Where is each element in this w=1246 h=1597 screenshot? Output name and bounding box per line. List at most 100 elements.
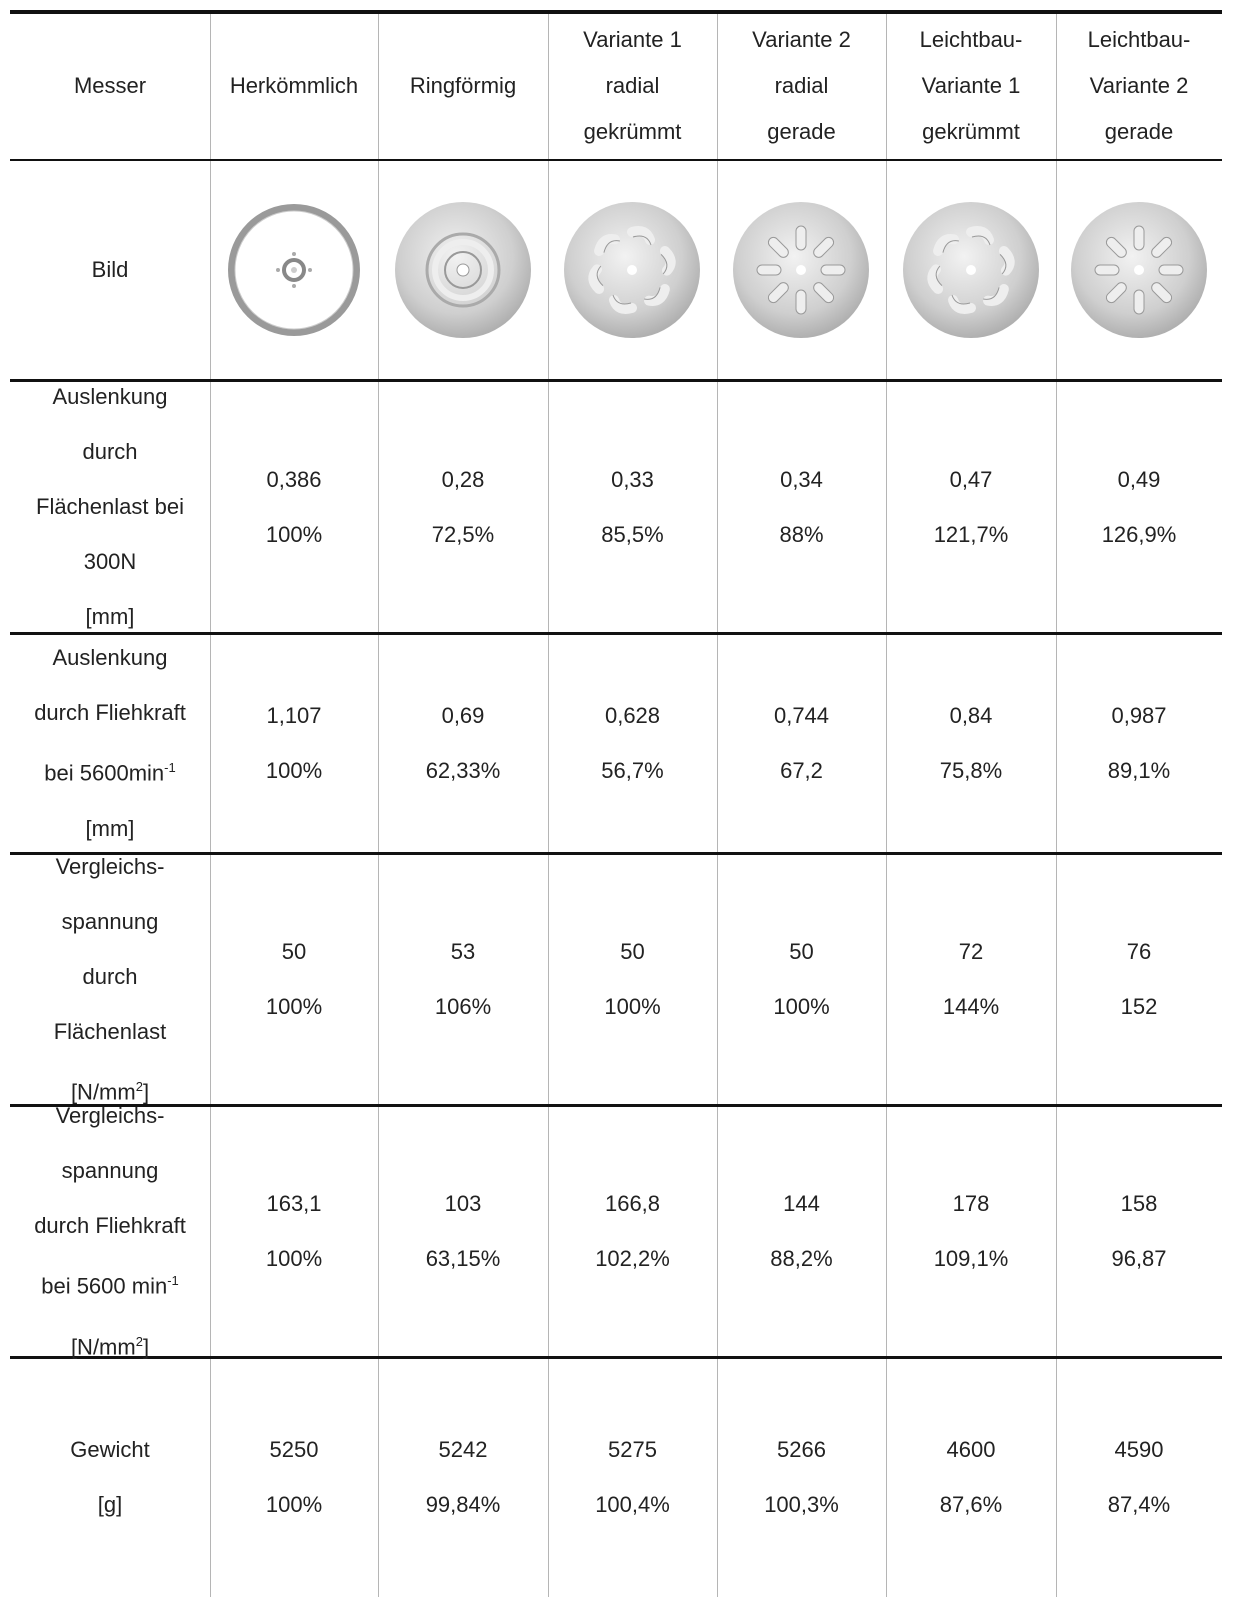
text-line: 102,2% (595, 1246, 670, 1271)
value-cell: 0,34 88% (717, 380, 886, 633)
text-part: bei 5600 min (41, 1273, 168, 1299)
value-cell: 166,8 102,2% (548, 1105, 717, 1357)
text-line: 72,5% (431, 521, 495, 547)
text-line: bei 5600min-1 (44, 740, 175, 800)
text-part: [N/mm (70, 1079, 136, 1105)
text-line: 158 (1120, 1191, 1158, 1216)
text-line: 109,1% (933, 1246, 1009, 1271)
text-line: Variante 1 (921, 73, 1021, 98)
text-line: spannung (61, 1158, 159, 1184)
text-line: Variante 1 (583, 27, 682, 52)
text-line: 178 (952, 1191, 990, 1216)
text-line: Herkömmlich (229, 73, 359, 98)
disc-image (1071, 202, 1207, 338)
text-line: 96,87 (1111, 1246, 1167, 1271)
value-cell: 50 100% (548, 853, 717, 1105)
row-divider (10, 10, 1222, 14)
text-line: 0,69 (441, 703, 485, 728)
text-line: 300N (83, 549, 137, 574)
text-line: Vergleichs- (55, 1103, 165, 1129)
text-line: 0,744 (773, 703, 830, 728)
value-cell: 0,84 75,8% (886, 633, 1056, 853)
text-line: 166,8 (604, 1191, 661, 1216)
text-line: 4600 (946, 1437, 996, 1462)
text-line: 50 (789, 939, 814, 964)
text-line: Gewicht (70, 1437, 150, 1462)
column-divider (886, 12, 887, 1597)
text-line: 67,2 (780, 758, 823, 783)
text-line: [N/mm2] (71, 1059, 149, 1119)
value-cell: 0,744 67,2 (717, 633, 886, 853)
text-line: gerade (767, 119, 836, 144)
text-line: Leichtbau- (1087, 27, 1191, 52)
value-cell: 158 96,87 (1056, 1105, 1222, 1357)
text-line: 126,9% (1101, 521, 1177, 547)
text-part: ] (142, 1079, 150, 1105)
text-line: Variante 2 (752, 27, 851, 52)
text-line: 5250 (269, 1437, 319, 1462)
value-cell: 50 100% (717, 853, 886, 1105)
text-line: 163,1 (266, 1191, 322, 1216)
text-line: 62,33% (425, 758, 501, 783)
text-line: 88% (779, 521, 824, 547)
text-line: Leichtbau- (919, 27, 1023, 52)
text-line: 72 (958, 939, 984, 964)
value-cell: 5242 99,84% (378, 1357, 548, 1597)
text-line: [mm] (85, 604, 135, 629)
text-line: spannung (61, 908, 159, 934)
column-divider (548, 12, 549, 1597)
text-line: 100% (265, 758, 323, 783)
header-cell: Ringförmig (378, 12, 548, 160)
text-line: 0,28 (441, 466, 485, 492)
value-cell: 0,47 121,7% (886, 380, 1056, 633)
text-line: 0,987 (1111, 703, 1167, 728)
row-label: Auslenkung durch Flächenlast bei 300N [mm] (10, 380, 210, 633)
column-divider (210, 12, 211, 1597)
text-line: durch (82, 439, 138, 464)
text-line: gekrümmt (922, 119, 1020, 144)
text-line: 50 (281, 939, 307, 964)
text-part: 2 (135, 1078, 143, 1094)
image-row-label: Bild (10, 160, 210, 380)
text-line: 0,47 (949, 466, 993, 492)
value-cell: 5266 100,3% (717, 1357, 886, 1597)
row-divider (10, 1356, 1222, 1359)
text-line: 88,2% (770, 1246, 833, 1271)
text-line: 87,4% (1107, 1492, 1171, 1517)
value-cell: 163,1 100% (210, 1105, 378, 1357)
value-cell: 1,107 100% (210, 633, 378, 853)
text-line: 99,84% (425, 1492, 501, 1517)
text-line: 152 (1120, 994, 1158, 1019)
disc-image (564, 202, 700, 338)
value-cell: 0,49 126,9% (1056, 380, 1222, 633)
text-line: 100% (265, 1246, 323, 1271)
column-divider (717, 12, 718, 1597)
text-line: durch Fliehkraft (34, 1213, 186, 1239)
value-cell: 0,28 72,5% (378, 380, 548, 633)
text-line: Vergleichs- (55, 853, 165, 879)
value-cell: 144 88,2% (717, 1105, 886, 1357)
text-line: 0,33 (611, 466, 654, 492)
row-label: Gewicht [g] (10, 1357, 210, 1597)
text-line: 50 (620, 939, 645, 964)
text-line: Ringförmig (409, 73, 517, 98)
value-cell: 0,987 89,1% (1056, 633, 1222, 853)
text-line: 75,8% (939, 758, 1003, 783)
text-line: gerade (1104, 119, 1174, 144)
value-cell: 4590 87,4% (1056, 1357, 1222, 1597)
value-cell: 178 109,1% (886, 1105, 1056, 1357)
text-line: 5275 (608, 1437, 657, 1462)
text-line: Auslenkung (52, 384, 168, 409)
text-line: 63,15% (425, 1246, 501, 1271)
header-cell: Leichtbau- Variante 1 gekrümmt (886, 12, 1056, 160)
text-line: 100% (773, 994, 830, 1019)
column-divider (1056, 12, 1057, 1597)
row-label: Vergleichs-spannung durch Flächenlast [N/mm… (10, 853, 210, 1105)
value-cell: 4600 87,6% (886, 1357, 1056, 1597)
text-part: -1 (167, 1273, 179, 1289)
text-line: 56,7% (601, 758, 664, 783)
text-part: bei 5600min (44, 760, 165, 786)
text-line: 0,34 (780, 466, 823, 492)
value-cell: 0,33 85,5% (548, 380, 717, 633)
text-line: 144 (783, 1191, 820, 1216)
